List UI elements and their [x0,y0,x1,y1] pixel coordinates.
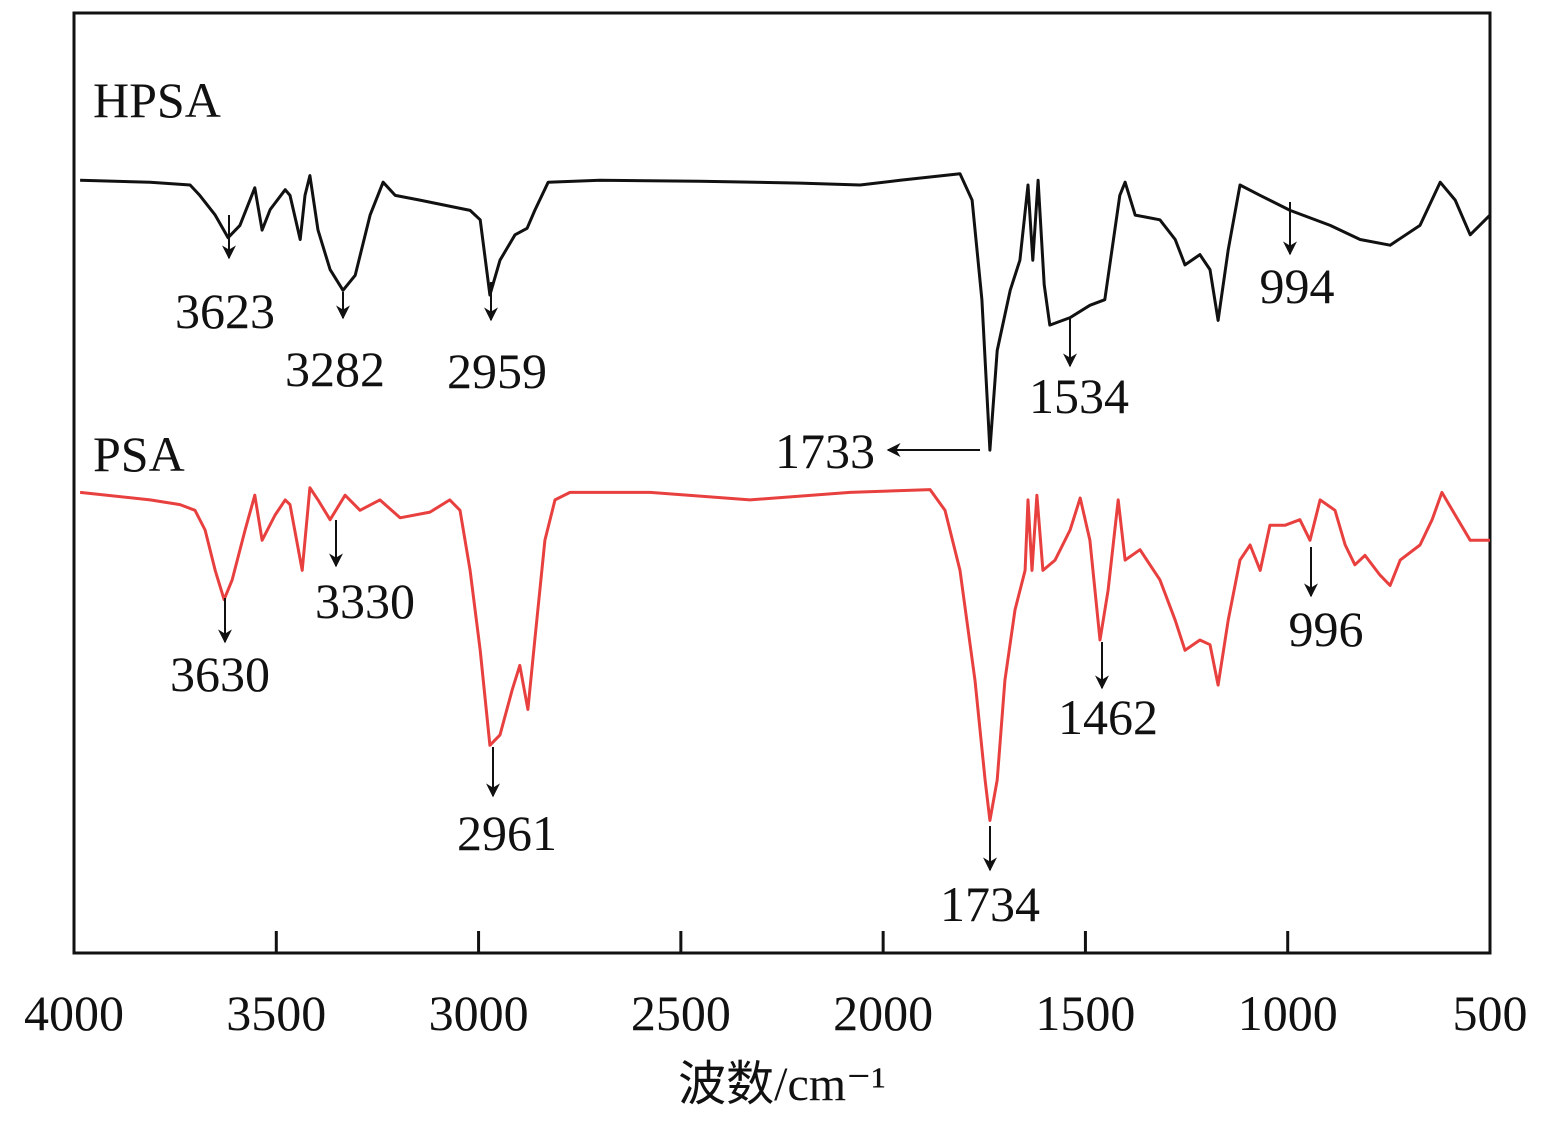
annotation-label: 3630 [170,646,270,702]
annotation-label: 994 [1260,258,1335,314]
x-tick-label: 500 [1453,985,1528,1041]
annotation-label: 3330 [315,573,415,629]
x-tick-label: 3500 [226,985,326,1041]
plot-frame [72,11,1492,955]
x-tick-label: 4000 [24,985,124,1041]
x-tick-label: 2000 [833,985,933,1041]
x-tick-label: 3000 [429,985,529,1041]
annotation-label: 2961 [457,805,557,861]
annotation-label: 1462 [1058,689,1158,745]
annotation-label: 996 [1289,601,1364,657]
annotation-label: 1734 [940,876,1040,932]
annotation-label: 3282 [285,341,385,397]
x-tick-label: 1500 [1035,985,1135,1041]
annotation-label: 2959 [447,343,547,399]
x-tick-label: 2500 [631,985,731,1041]
series-line-psa [79,486,1490,822]
series-label-hpsa: HPSA [93,72,221,128]
x-tick-label: 1000 [1238,985,1338,1041]
annotation-label: 1733 [775,423,875,479]
series-label-psa: PSA [93,426,185,482]
x-axis-label: 波数/cm⁻¹ [678,1058,886,1111]
annotation-label: 1534 [1029,368,1129,424]
annotation-label: 3623 [175,283,275,339]
series-line-hpsa [80,172,1492,452]
